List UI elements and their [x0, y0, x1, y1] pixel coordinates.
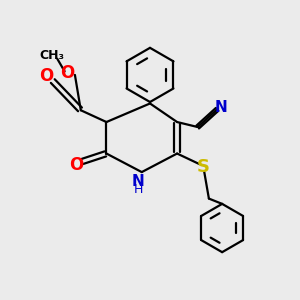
Text: N: N — [132, 174, 145, 189]
Text: CH₃: CH₃ — [40, 49, 64, 62]
Text: O: O — [60, 64, 75, 82]
Text: S: S — [197, 158, 210, 176]
Text: O: O — [69, 156, 83, 174]
Text: H: H — [134, 183, 143, 196]
Text: N: N — [214, 100, 227, 116]
Text: O: O — [39, 68, 53, 85]
